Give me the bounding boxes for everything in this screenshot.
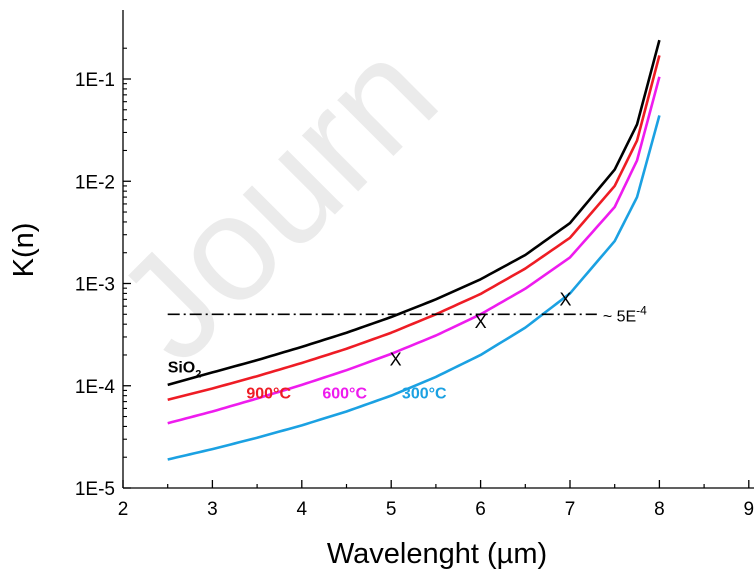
overlay-layer: ~ 5E-4 X X X SiO2 900°C 600°C 300°C xyxy=(167,290,647,403)
x-tick-label: 5 xyxy=(386,499,397,520)
series-line-300c xyxy=(167,115,661,461)
x-tick-label: 9 xyxy=(744,499,754,520)
x-tick-label: 4 xyxy=(297,499,308,520)
y-tick-label: 1E-3 xyxy=(75,275,115,296)
x-tick-label: 2 xyxy=(118,499,129,520)
series-annotation: 300°C xyxy=(402,386,447,403)
crossing-marker: X xyxy=(390,349,402,369)
y-axis-label: K(n) xyxy=(8,223,40,278)
x-tick-label: 6 xyxy=(475,499,486,520)
threshold-label: ~ 5E-4 xyxy=(603,303,647,325)
crossing-marker: X xyxy=(560,290,572,310)
series-annotation: SiO2 xyxy=(168,359,202,380)
series-line-sio2 xyxy=(167,39,661,387)
x-tick-label: 7 xyxy=(565,499,576,520)
y-tick-label: 1E-4 xyxy=(75,377,116,398)
y-tick-label: 1E-5 xyxy=(75,479,115,500)
crossing-marker: X xyxy=(475,312,487,332)
axes: 2 3 4 5 6 7 8 9 1E-5 1E-4 1E-3 1E-2 1E-1 xyxy=(75,10,754,520)
watermark: Journ xyxy=(84,8,468,392)
series-line-600c xyxy=(167,76,661,425)
y-tick-label: 1E-2 xyxy=(75,172,115,193)
series-layer xyxy=(167,39,661,461)
x-tick-label: 8 xyxy=(654,499,665,520)
x-tick-label: 3 xyxy=(207,499,218,520)
series-annotation: 600°C xyxy=(322,386,367,403)
y-tick-label: 1E-1 xyxy=(75,70,115,91)
x-axis-label: Wavelenght (µm) xyxy=(327,538,547,570)
series-annotation: 900°C xyxy=(246,386,291,403)
